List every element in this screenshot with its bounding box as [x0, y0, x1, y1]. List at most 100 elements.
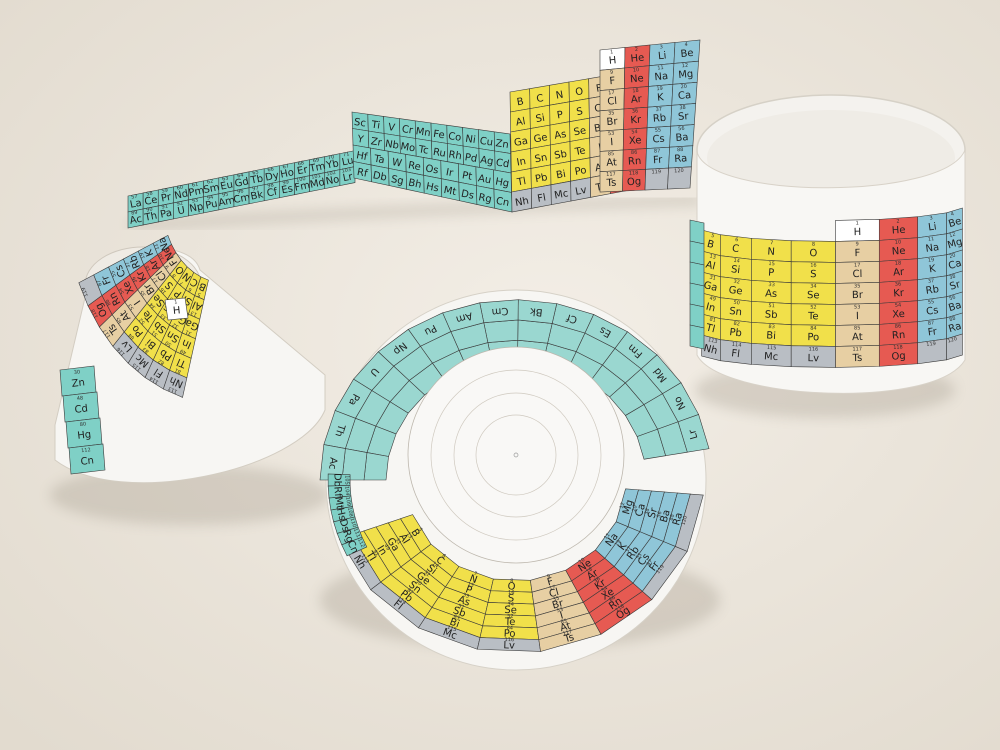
element-symbol: Hs [334, 507, 348, 522]
element-number: 17 [854, 262, 861, 268]
disk-guide-ring [475, 414, 557, 496]
element-number: 57 [131, 194, 138, 201]
disk-center-plate [407, 346, 625, 564]
element-symbol: Li [927, 221, 937, 233]
element-symbol: P [768, 268, 775, 279]
element-number: 117 [562, 629, 573, 637]
element-symbol: Ds [460, 189, 475, 202]
element-symbol: Po [504, 628, 516, 639]
element-number: 36 [593, 576, 602, 585]
element-symbol: Ba [675, 132, 689, 144]
strip-transition-cell: Ta [370, 147, 389, 169]
element-number: 113 [359, 553, 369, 564]
strip-pblock-cell: Pb [530, 164, 552, 189]
element-number: 53 [608, 131, 615, 137]
element-number: 85 [560, 618, 568, 626]
cylinder-element-cell: 8O [790, 240, 836, 263]
element-number: 56 [678, 126, 685, 132]
element-number: 9 [164, 264, 171, 270]
element-number: 32 [422, 570, 431, 579]
element-symbol: Lv [574, 185, 587, 198]
element-symbol: Ru [432, 147, 446, 160]
periodic-cone-left: 5B6C7N8O9F10Ne11Na13Al14Si15P16S17Cl18Ar… [54, 234, 326, 484]
element-symbol: As [765, 288, 778, 300]
element-number: 112 [356, 538, 366, 549]
element-symbol: S [508, 593, 515, 604]
element-number: 87 [646, 559, 655, 568]
element-number: 1 [856, 220, 859, 226]
element-symbol: Br [852, 290, 864, 301]
element-number: 118 [629, 170, 639, 176]
element-symbol: In [516, 156, 527, 168]
element-symbol: Tl [515, 176, 527, 189]
element-number: 8 [510, 578, 513, 584]
element-symbol: I [856, 311, 859, 322]
element-symbol: Os [425, 163, 440, 176]
element-symbol: Ra [947, 321, 962, 335]
strip-transition-cell: Ru [431, 140, 449, 163]
disk-actinide-cell: Th [323, 410, 356, 449]
element-number: 18 [585, 566, 594, 575]
element-number: 70 [328, 154, 335, 161]
element-number: 32 [171, 321, 180, 329]
disk-element-cell: 19K [604, 526, 641, 567]
element-symbol: B [706, 239, 715, 251]
element-number: 86 [895, 323, 902, 329]
strip-pblock-cell: S [569, 98, 590, 123]
element-symbol: Hg [494, 176, 510, 189]
strip-transition-cell: V [383, 116, 401, 137]
element-number: 99 [282, 179, 289, 186]
element-number: 85 [115, 316, 124, 325]
element-symbol: Ac [326, 457, 338, 470]
element-symbol: Mt [332, 496, 345, 510]
element-symbol: Ce [144, 195, 159, 208]
element-number: 17 [608, 90, 615, 97]
cylinder-edge-cell [689, 261, 705, 287]
element-number: 13 [405, 531, 413, 540]
element-symbol: K [928, 263, 936, 275]
element-number: 54 [895, 302, 902, 308]
element-symbol: Ge [533, 132, 549, 145]
element-symbol: Mc [441, 627, 458, 642]
element-number: 81 [709, 316, 717, 323]
element-symbol: O [575, 86, 585, 98]
strip-transition-cell: Rh [446, 143, 464, 165]
element-symbol: Si [535, 113, 546, 125]
element-number: 119 [81, 286, 90, 297]
element-symbol: Nh [702, 343, 718, 357]
element-number: 115 [767, 345, 777, 352]
disk-actinide-cell: Es [584, 314, 628, 349]
element-number: 85 [608, 151, 615, 157]
strip-transition-cell: Cd [494, 150, 512, 174]
strip-transition-cell: Cn [493, 188, 513, 213]
disk-actinide-cell: Am [442, 302, 485, 332]
element-symbol: Xe [121, 279, 137, 295]
element-symbol: S [810, 269, 817, 280]
element-symbol: Ba [659, 508, 673, 524]
element-number: 4 [950, 211, 955, 218]
disk-actinide-cell: Cm [479, 299, 519, 324]
element-number: 88 [669, 514, 677, 522]
strip-pblock-cell: Nh [511, 188, 532, 213]
element-symbol: N [767, 247, 775, 258]
element-symbol: Cu [479, 136, 494, 149]
element-symbol: Hs [425, 181, 440, 194]
strip-sblock-cell: 9F [599, 67, 625, 91]
element-number: 2 [896, 219, 900, 225]
element-number: 81 [174, 366, 182, 374]
